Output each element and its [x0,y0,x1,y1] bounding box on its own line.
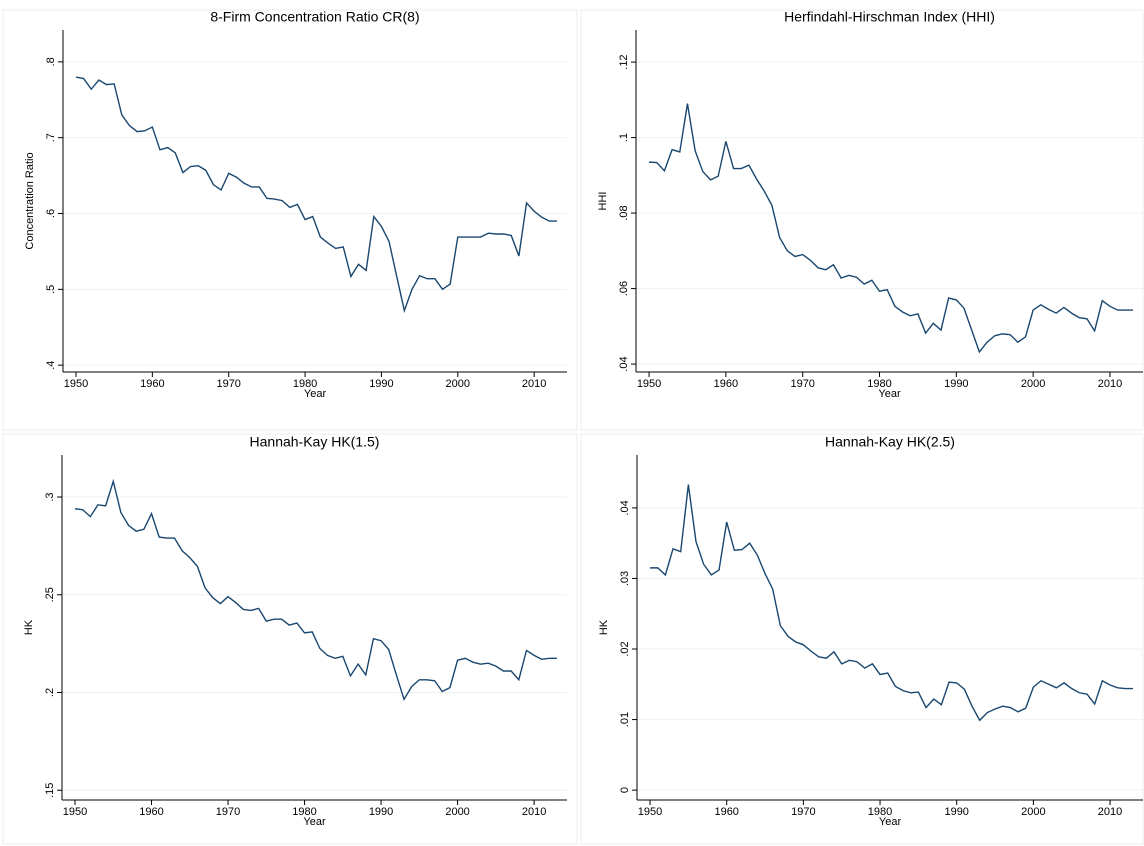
x-tick-label: 2000 [445,806,469,818]
x-tick-label: 1980 [868,806,892,818]
y-tick-label: .7 [45,133,57,142]
x-tick-label: 1990 [369,378,393,390]
y-axis-label: Concentration Ratio [24,152,36,249]
x-tick-label: 2000 [1021,806,1045,818]
chart-title: Herfindahl-Hirschman Index (HHI) [784,9,995,25]
y-tick-label: .5 [45,285,57,294]
y-tick-label: .25 [44,587,56,602]
x-tick-label: 1990 [944,378,968,390]
y-tick-label: .04 [619,500,631,515]
panel-frame [2,9,578,431]
x-tick-label: 1950 [63,806,87,818]
x-axis-label: Year [304,388,327,400]
y-tick-label: .04 [618,356,630,371]
x-tick-label: 1980 [293,378,317,390]
x-tick-label: 1950 [64,378,88,390]
y-tick-label: .06 [618,281,630,296]
x-tick-label: 2010 [1098,806,1122,818]
y-tick-label: .1 [618,133,630,142]
data-line [75,76,558,314]
x-tick-label: 2010 [522,806,546,818]
y-tick-label: .02 [619,641,631,656]
x-tick-label: 1970 [790,378,814,390]
y-tick-label: .15 [44,783,56,798]
chart-title: Hannah-Kay HK(1.5) [250,434,380,450]
y-tick-label: .8 [45,57,57,66]
x-tick-label: 1970 [791,806,815,818]
x-tick-label: 1970 [216,378,240,390]
y-tick-label: .2 [44,688,56,697]
x-tick-label: 1960 [139,806,163,818]
x-axis-label: Year [878,388,901,400]
x-tick-label: 1960 [714,806,738,818]
y-tick-label: .03 [619,571,631,586]
panel-frame [580,433,1144,845]
y-tick-label: .12 [618,54,630,69]
y-tick-label: .08 [618,205,630,220]
x-tick-label: 2010 [1098,378,1122,390]
y-tick-label: 0 [619,787,631,793]
y-axis-label: HK [598,619,610,635]
x-tick-label: 1950 [638,806,662,818]
y-tick-label: .3 [44,492,56,501]
x-tick-label: 1990 [944,806,968,818]
x-tick-label: 1960 [714,378,738,390]
x-tick-label: 1980 [867,378,891,390]
x-tick-label: 2000 [446,378,470,390]
panel-frame [2,433,578,845]
y-tick-label: .4 [45,361,57,370]
panel-frame [580,9,1144,431]
y-axis-label: HHI [597,192,609,211]
x-tick-label: 1980 [292,806,316,818]
y-tick-label: .6 [45,209,57,218]
x-tick-label: 2000 [1021,378,1045,390]
x-tick-label: 2010 [522,378,546,390]
x-axis-label: Year [879,816,902,828]
data-line [74,478,558,702]
x-tick-label: 1990 [369,806,393,818]
data-line [650,484,1134,722]
y-tick-label: .01 [619,712,631,727]
x-axis-label: Year [303,816,326,828]
chart-title: 8-Firm Concentration Ratio CR(8) [210,9,419,25]
x-tick-label: 1950 [637,378,661,390]
data-line [649,103,1134,354]
x-tick-label: 1960 [140,378,164,390]
chart-title: Hannah-Kay HK(2.5) [825,434,955,450]
x-tick-label: 1970 [216,806,240,818]
y-axis-label: HK [23,619,35,635]
